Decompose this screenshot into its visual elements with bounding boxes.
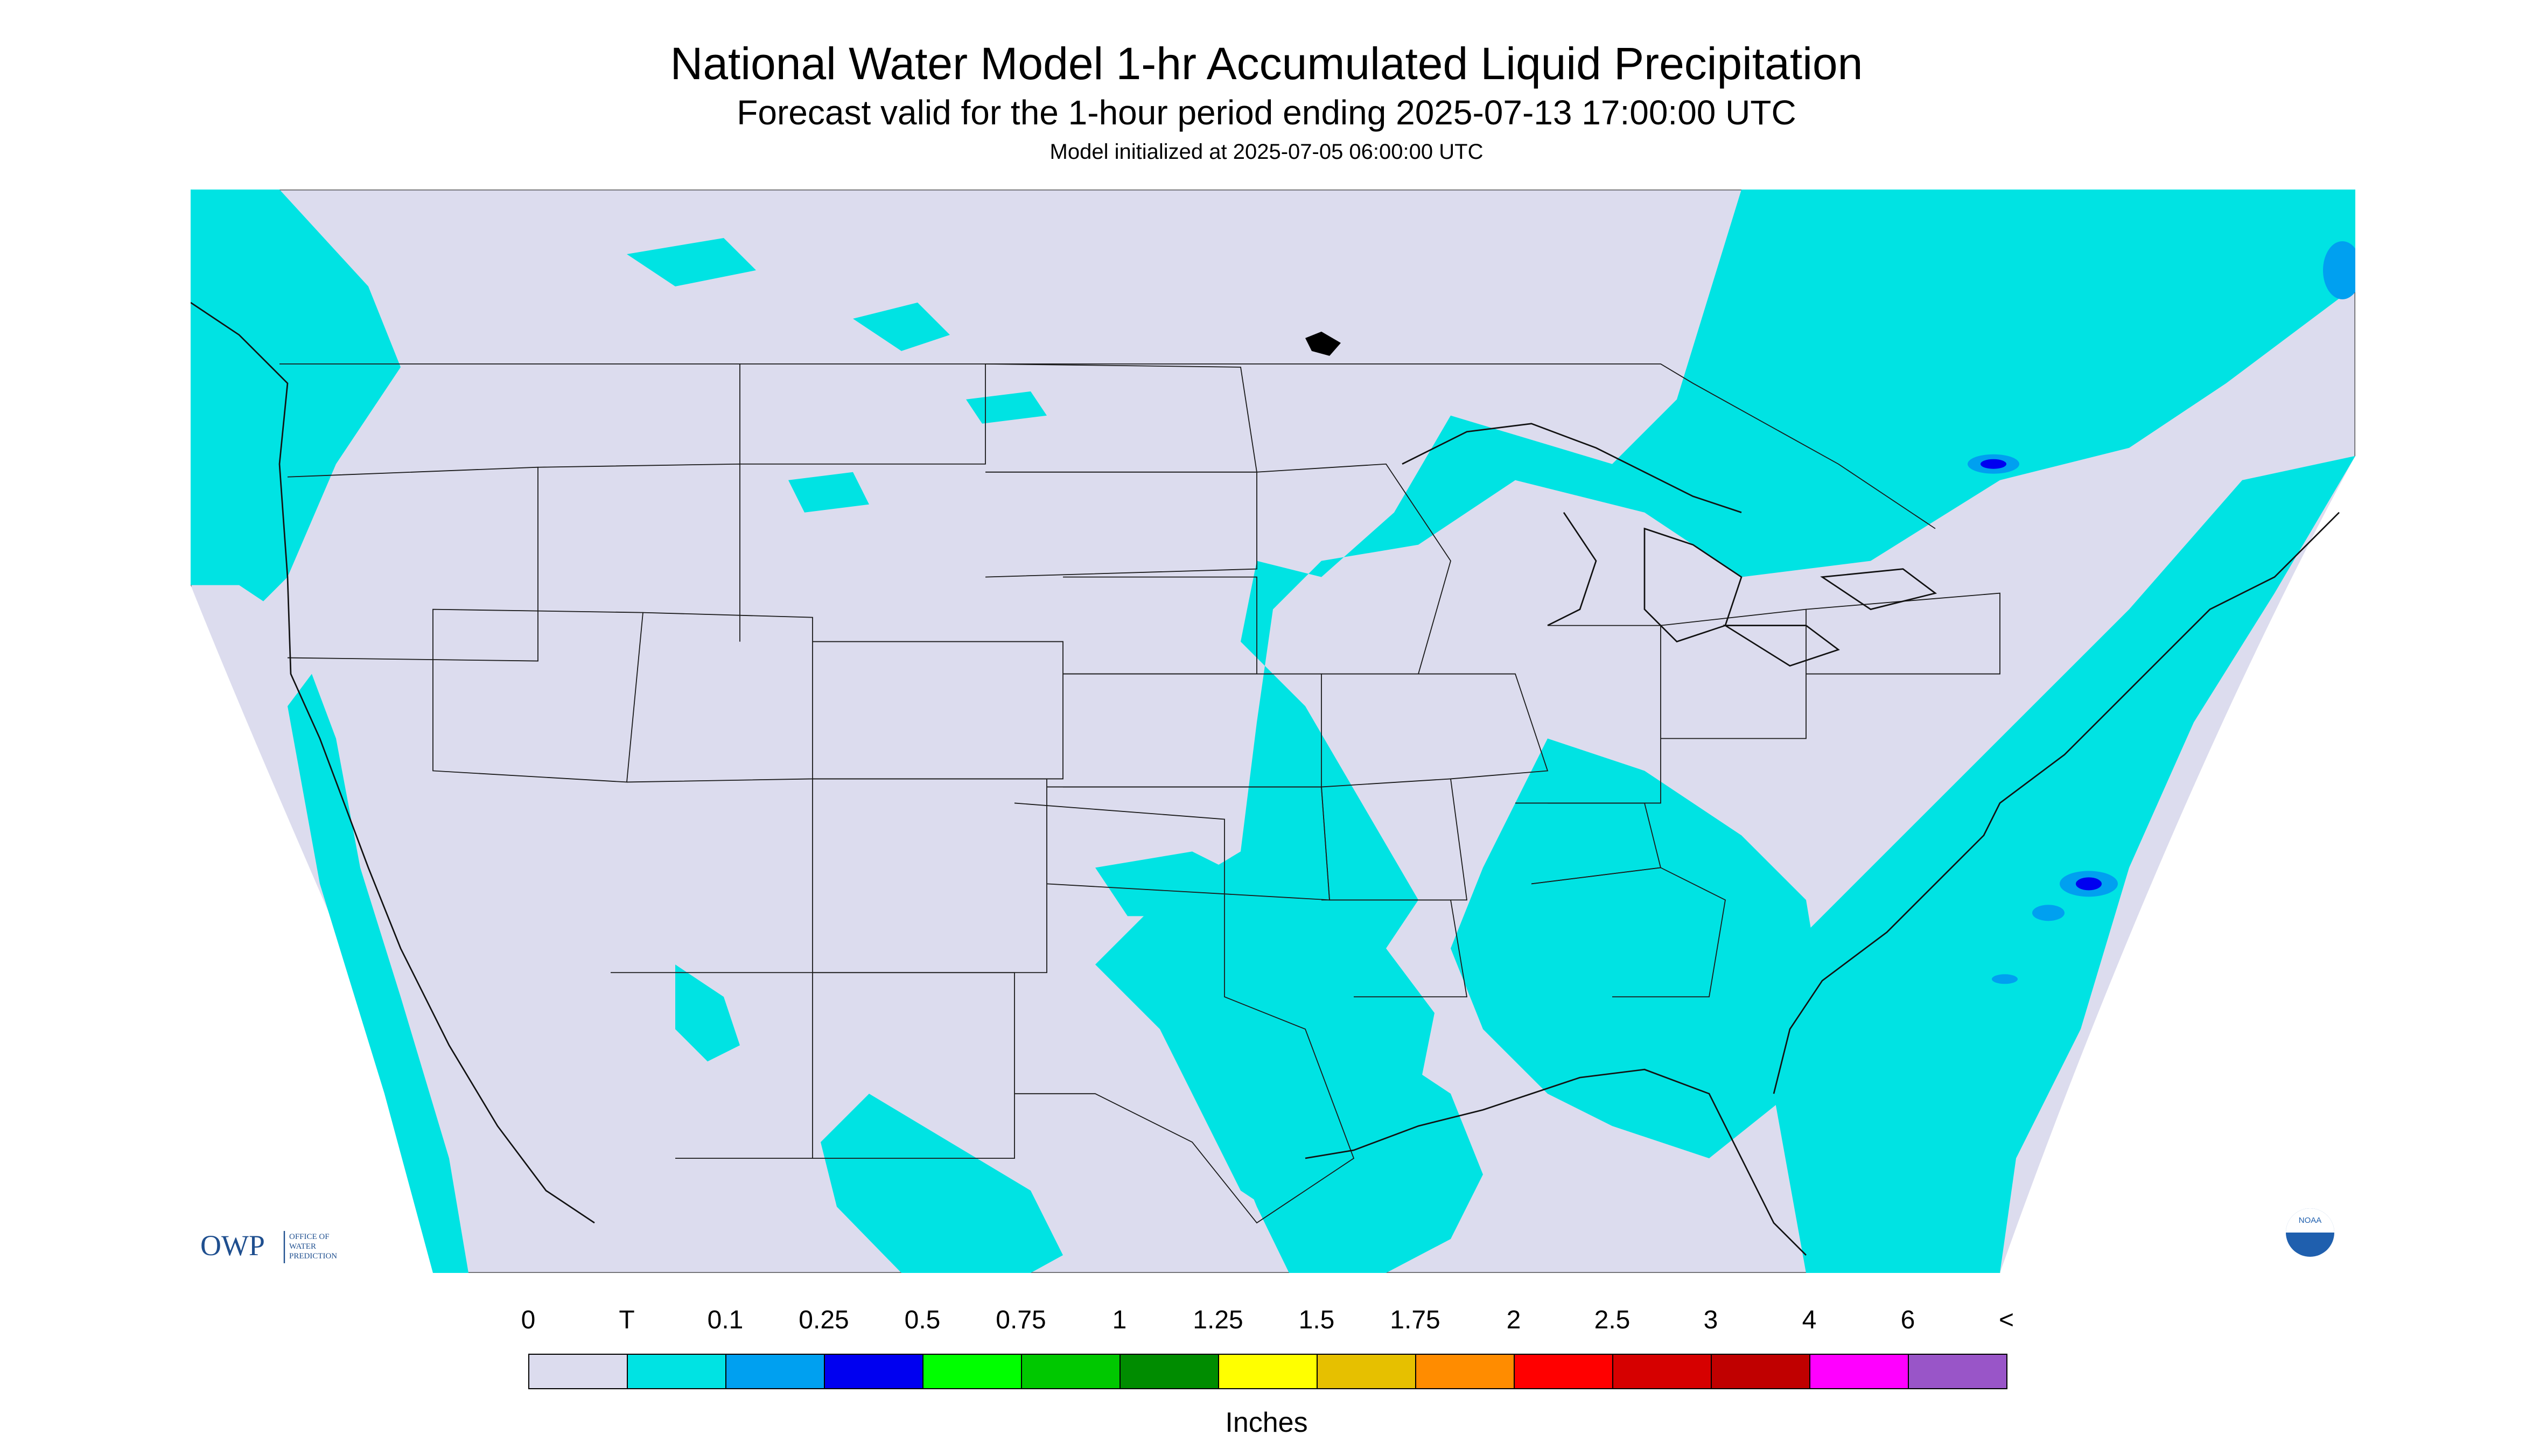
legend-swatch bbox=[1218, 1354, 1318, 1389]
outside-domain-right bbox=[2000, 456, 2355, 1273]
precipitation-map: OWP OFFICE OF WATER PREDICTION NOAA bbox=[191, 190, 2355, 1273]
legend-swatch bbox=[1711, 1354, 1810, 1389]
noaa-logo-text: NOAA bbox=[2299, 1216, 2321, 1225]
legend-swatch bbox=[922, 1354, 1022, 1389]
legend-label: 1.75 bbox=[1390, 1306, 1440, 1334]
legend-label: 4 bbox=[1802, 1306, 1817, 1334]
legend-swatch bbox=[1317, 1354, 1416, 1389]
legend-label: 2.5 bbox=[1594, 1306, 1631, 1334]
legend-label: 0.25 bbox=[799, 1306, 849, 1334]
legend-label: 0.1 bbox=[707, 1306, 744, 1334]
map-title: National Water Model 1-hr Accumulated Li… bbox=[670, 38, 1863, 89]
heavier-precip-spots bbox=[1968, 241, 2355, 984]
legend-label: 1.25 bbox=[1193, 1306, 1243, 1334]
legend-swatch bbox=[1612, 1354, 1712, 1389]
state-borders bbox=[279, 363, 2000, 1224]
legend-swatch bbox=[528, 1354, 628, 1389]
legend-label: 3 bbox=[1703, 1306, 1718, 1334]
legend-label: 0.5 bbox=[904, 1306, 941, 1334]
legend-units: Inches bbox=[1225, 1407, 1308, 1438]
owp-logo-line1: OFFICE OF bbox=[289, 1233, 330, 1241]
legend-label: 6 bbox=[1900, 1306, 1915, 1334]
legend-swatch bbox=[627, 1354, 726, 1389]
legend-label: 2 bbox=[1506, 1306, 1521, 1334]
legend-label: 1 bbox=[1112, 1306, 1127, 1334]
legend-swatch bbox=[1119, 1354, 1219, 1389]
legend-label: 0.75 bbox=[996, 1306, 1046, 1334]
trace-precip-areas bbox=[191, 190, 2355, 1273]
lake-of-the-woods bbox=[1305, 331, 1341, 356]
legend-label: 1.5 bbox=[1298, 1306, 1335, 1334]
owp-logo: OWP OFFICE OF WATER PREDICTION bbox=[200, 1229, 337, 1264]
legend-swatch bbox=[1021, 1354, 1121, 1389]
coastlines bbox=[191, 302, 2340, 1256]
legend-swatch bbox=[1514, 1354, 1613, 1389]
legend-label: T bbox=[619, 1306, 635, 1334]
owp-logo-text: OWP bbox=[200, 1229, 265, 1262]
legend-swatch bbox=[725, 1354, 825, 1389]
model-init-note: Model initialized at 2025-07-05 06:00:00… bbox=[1049, 140, 1484, 164]
legend-swatch bbox=[1809, 1354, 1909, 1389]
owp-logo-line3: PREDICTION bbox=[289, 1252, 337, 1261]
legend-swatch bbox=[1908, 1354, 2007, 1389]
legend-label: < bbox=[1998, 1306, 2014, 1334]
owp-logo-line2: WATER bbox=[289, 1242, 316, 1251]
legend-label: 0 bbox=[521, 1306, 536, 1334]
map-subtitle: Forecast valid for the 1-hour period end… bbox=[737, 93, 1796, 132]
noaa-logo: NOAA bbox=[2286, 1208, 2334, 1257]
legend-swatch bbox=[824, 1354, 923, 1389]
legend-swatch bbox=[1415, 1354, 1515, 1389]
